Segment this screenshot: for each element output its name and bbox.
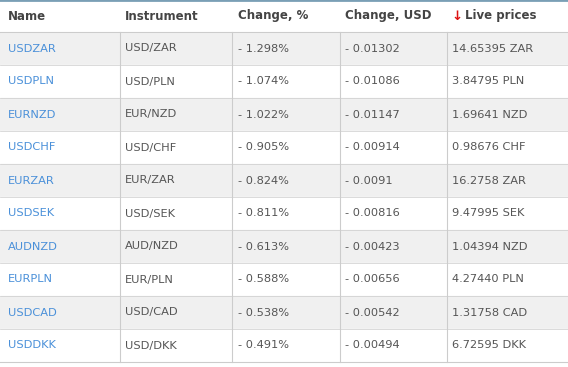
Text: AUD/NZD: AUD/NZD: [125, 241, 179, 251]
Text: USD/CAD: USD/CAD: [125, 308, 178, 317]
Text: USD/ZAR: USD/ZAR: [125, 44, 177, 54]
Text: USDDKK: USDDKK: [8, 341, 56, 350]
Text: EURPLN: EURPLN: [8, 275, 53, 284]
Text: 4.27440 PLN: 4.27440 PLN: [452, 275, 524, 284]
Text: EUR/NZD: EUR/NZD: [125, 109, 177, 120]
Text: USDCHF: USDCHF: [8, 142, 55, 153]
Text: 1.04394 NZD: 1.04394 NZD: [452, 241, 528, 251]
Text: - 0.00816: - 0.00816: [345, 208, 400, 218]
Text: 3.84795 PLN: 3.84795 PLN: [452, 76, 524, 87]
Text: 1.69641 NZD: 1.69641 NZD: [452, 109, 527, 120]
Text: - 1.298%: - 1.298%: [238, 44, 289, 54]
Text: Instrument: Instrument: [125, 10, 199, 22]
Text: - 0.905%: - 0.905%: [238, 142, 289, 153]
Text: - 0.824%: - 0.824%: [238, 175, 289, 185]
Text: - 0.00656: - 0.00656: [345, 275, 400, 284]
Text: 9.47995 SEK: 9.47995 SEK: [452, 208, 524, 218]
Text: USDZAR: USDZAR: [8, 44, 56, 54]
Text: Change, %: Change, %: [238, 10, 308, 22]
Text: - 0.00914: - 0.00914: [345, 142, 400, 153]
Text: - 0.0091: - 0.0091: [345, 175, 392, 185]
Text: USD/SEK: USD/SEK: [125, 208, 175, 218]
Text: USDPLN: USDPLN: [8, 76, 54, 87]
Bar: [0, 164, 568, 197]
Bar: [0, 0, 568, 32]
Text: Live prices: Live prices: [465, 10, 537, 22]
Bar: [0, 329, 568, 362]
Text: Name: Name: [8, 10, 46, 22]
Text: 14.65395 ZAR: 14.65395 ZAR: [452, 44, 533, 54]
Bar: [0, 296, 568, 329]
Bar: [0, 131, 568, 164]
Text: - 0.811%: - 0.811%: [238, 208, 289, 218]
Bar: [0, 230, 568, 263]
Bar: [0, 98, 568, 131]
Bar: [0, 32, 568, 65]
Text: 0.98676 CHF: 0.98676 CHF: [452, 142, 525, 153]
Text: EURNZD: EURNZD: [8, 109, 56, 120]
Text: - 0.491%: - 0.491%: [238, 341, 289, 350]
Text: EUR/PLN: EUR/PLN: [125, 275, 174, 284]
Text: - 0.538%: - 0.538%: [238, 308, 289, 317]
Text: - 1.022%: - 1.022%: [238, 109, 289, 120]
Text: 6.72595 DKK: 6.72595 DKK: [452, 341, 526, 350]
Bar: [0, 197, 568, 230]
Text: EURZAR: EURZAR: [8, 175, 55, 185]
Text: - 1.074%: - 1.074%: [238, 76, 289, 87]
Text: USD/PLN: USD/PLN: [125, 76, 175, 87]
Bar: [0, 65, 568, 98]
Text: - 0.00423: - 0.00423: [345, 241, 400, 251]
Text: Change, USD: Change, USD: [345, 10, 432, 22]
Text: 1.31758 CAD: 1.31758 CAD: [452, 308, 527, 317]
Text: USDCAD: USDCAD: [8, 308, 57, 317]
Text: - 0.588%: - 0.588%: [238, 275, 289, 284]
Text: - 0.01086: - 0.01086: [345, 76, 400, 87]
Text: USD/DKK: USD/DKK: [125, 341, 177, 350]
Text: - 0.00542: - 0.00542: [345, 308, 400, 317]
Text: - 0.01147: - 0.01147: [345, 109, 400, 120]
Text: ↓: ↓: [452, 10, 468, 22]
Text: - 0.01302: - 0.01302: [345, 44, 400, 54]
Text: EUR/ZAR: EUR/ZAR: [125, 175, 176, 185]
Text: AUDNZD: AUDNZD: [8, 241, 58, 251]
Text: - 0.00494: - 0.00494: [345, 341, 400, 350]
Text: - 0.613%: - 0.613%: [238, 241, 289, 251]
Bar: [0, 263, 568, 296]
Text: USD/CHF: USD/CHF: [125, 142, 176, 153]
Text: 16.2758 ZAR: 16.2758 ZAR: [452, 175, 526, 185]
Text: USDSEK: USDSEK: [8, 208, 54, 218]
